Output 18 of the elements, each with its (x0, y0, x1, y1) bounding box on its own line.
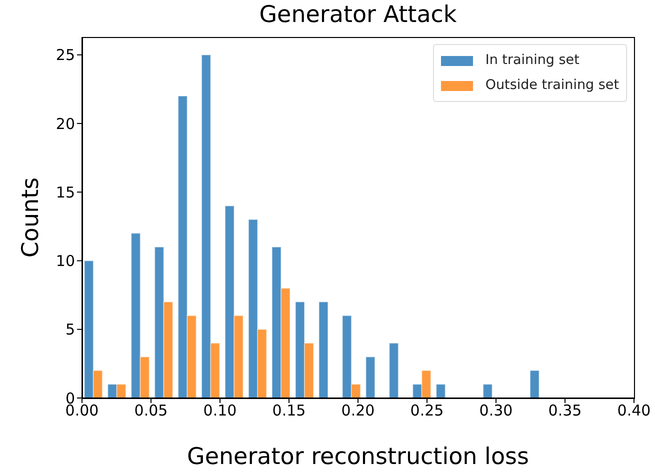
legend-label: Outside training set (485, 76, 619, 95)
x-tick-label: 0.20 (341, 402, 375, 420)
x-tick-label: 0.05 (134, 402, 168, 420)
x-tick-label: 0.35 (548, 402, 582, 420)
chart-title: Generator Attack (258, 2, 458, 28)
y-tick-label: 20 (56, 114, 75, 133)
x-tick-label: 0.15 (272, 402, 306, 420)
x-tick-label: 0.10 (203, 402, 237, 420)
x-tick-label: 0.40 (617, 402, 651, 420)
y-tick-label: 25 (56, 46, 75, 64)
legend-label: In training set (485, 51, 580, 70)
y-tick-label: 15 (56, 183, 75, 202)
x-axis-title: Generator reconstruction loss (187, 444, 529, 470)
x-tick-label: 0.25 (410, 402, 444, 420)
y-tick-label: 5 (65, 320, 75, 339)
x-tick-label: 0.30 (479, 402, 513, 420)
y-axis-title: Counts (18, 177, 44, 258)
y-tick-label: 10 (56, 252, 75, 270)
